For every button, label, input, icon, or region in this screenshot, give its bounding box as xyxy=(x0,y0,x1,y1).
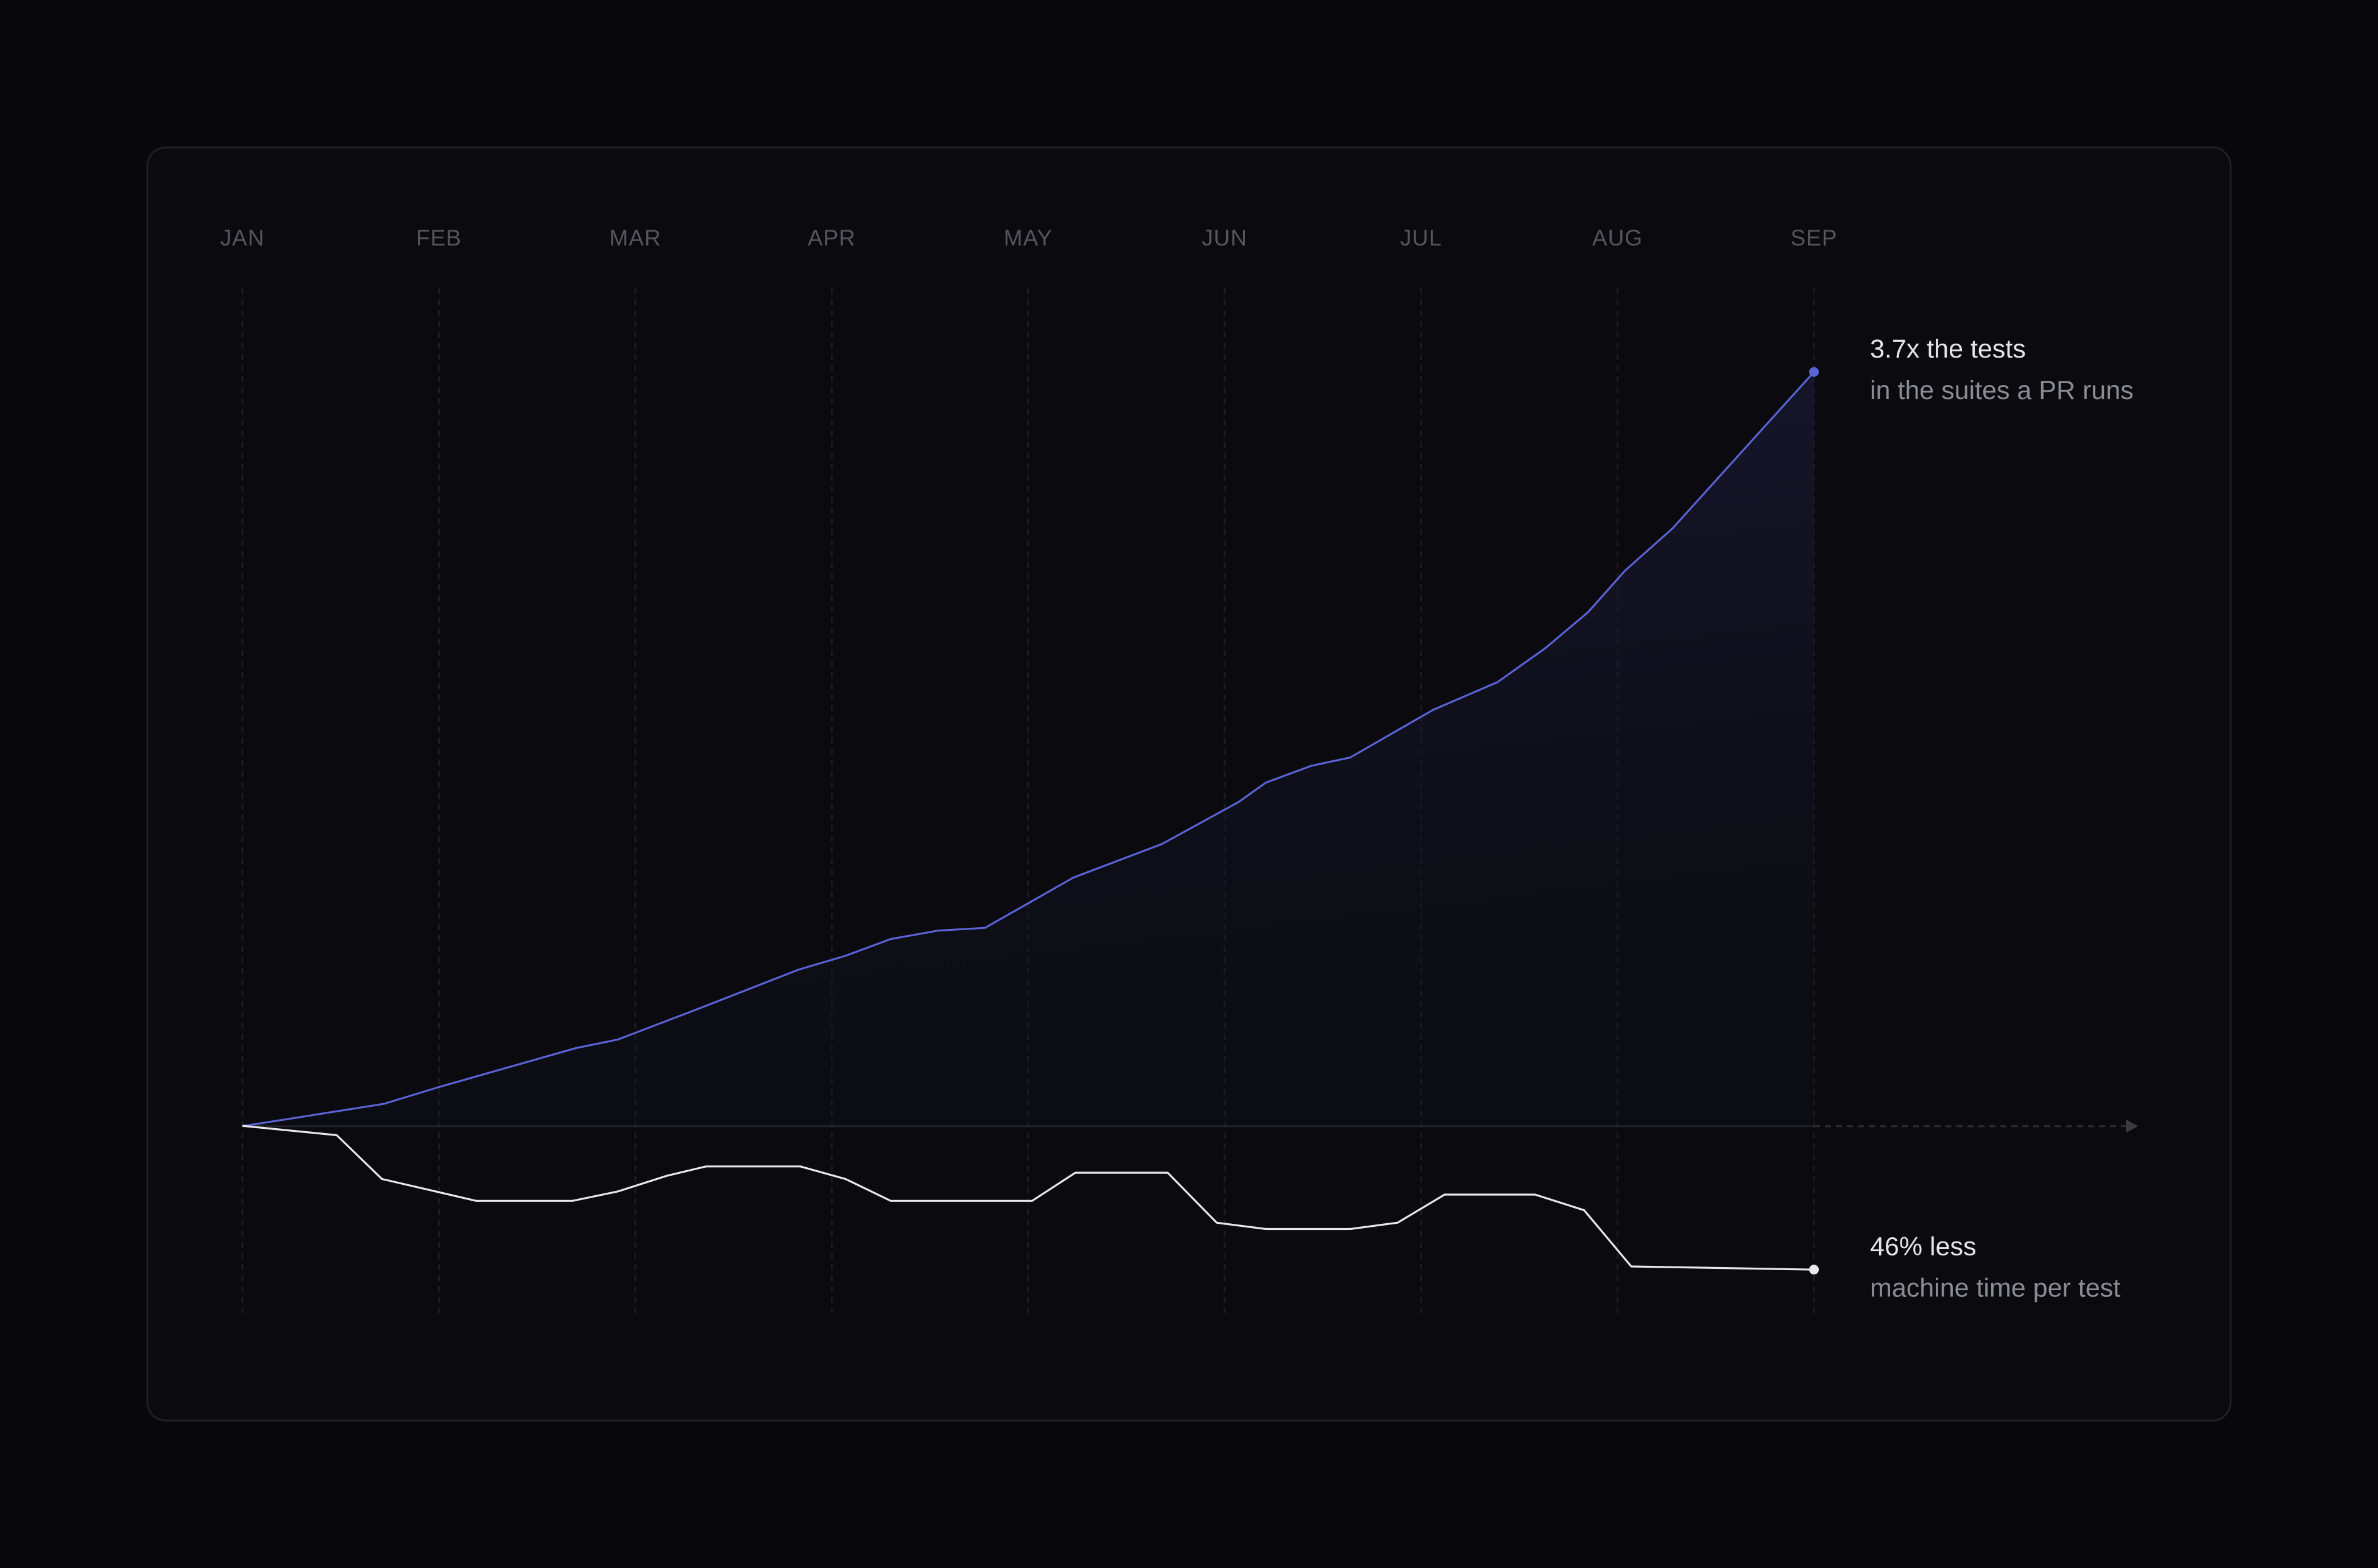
annotation-title: 3.7x the tests xyxy=(1870,334,2026,364)
x-tick-label: MAR xyxy=(609,225,661,250)
x-tick-label: JAN xyxy=(221,225,265,250)
x-tick-label: JUL xyxy=(1400,225,1442,250)
end-dot xyxy=(1809,1265,1819,1275)
x-tick-label: APR xyxy=(808,225,856,250)
x-tick-label: FEB xyxy=(416,225,462,250)
annotation-title: 46% less xyxy=(1870,1232,1976,1262)
x-tick-label: SEP xyxy=(1790,225,1837,250)
x-tick-label: JUN xyxy=(1202,225,1247,250)
end-dot xyxy=(1809,367,1819,377)
annotation-subtitle: in the suites a PR runs xyxy=(1870,376,2134,405)
annotation-subtitle: machine time per test xyxy=(1870,1274,2120,1303)
x-tick-label: MAY xyxy=(1004,225,1053,250)
area xyxy=(242,372,1814,1126)
axis-arrow xyxy=(2126,1119,2138,1133)
line xyxy=(242,371,1815,1128)
x-tick-label: AUG xyxy=(1592,225,1643,250)
line xyxy=(242,1125,1815,1271)
